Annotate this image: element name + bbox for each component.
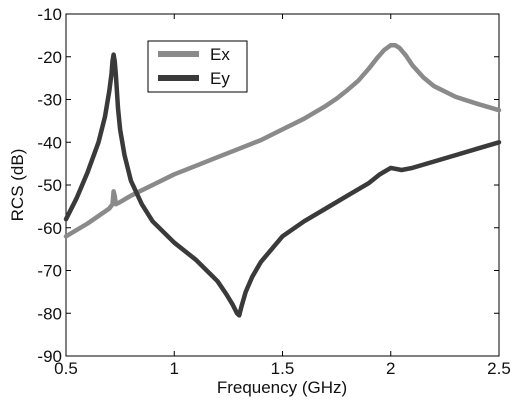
legend: Ex Ey bbox=[147, 40, 248, 93]
x-tick-label: 1.5 bbox=[271, 359, 295, 378]
y-tick-label: -50 bbox=[37, 176, 62, 195]
series-line-ex bbox=[63, 42, 502, 239]
plot-area bbox=[65, 13, 500, 357]
y-tick-labels: -90 -80 -70 -60 -50 -40 -30 -20 -10 bbox=[37, 5, 62, 366]
x-tick-label: 2 bbox=[386, 359, 395, 378]
y-tick-label: -60 bbox=[37, 219, 62, 238]
x-tick-label: 1 bbox=[170, 359, 179, 378]
y-tick-label: -20 bbox=[37, 48, 62, 67]
x-axis-title: Frequency (GHz) bbox=[217, 378, 347, 397]
y-axis-title: RCS (dB) bbox=[8, 149, 27, 222]
x-tick-label: 0.5 bbox=[54, 359, 78, 378]
axis-ticks bbox=[65, 13, 500, 357]
x-tick-label: 2.5 bbox=[487, 359, 511, 378]
x-tick-labels: 0.5 1 1.5 2 2.5 bbox=[54, 359, 511, 378]
legend-box bbox=[147, 40, 248, 93]
y-tick-label: -80 bbox=[37, 304, 62, 323]
legend-label-ex: Ex bbox=[210, 45, 230, 64]
y-tick-label: -40 bbox=[37, 133, 62, 152]
y-tick-label: -90 bbox=[37, 347, 62, 366]
y-tick-label: -70 bbox=[37, 262, 62, 281]
series-line-ey bbox=[63, 52, 502, 318]
y-tick-label: -30 bbox=[37, 91, 62, 110]
series-layer bbox=[63, 42, 502, 318]
y-tick-label: -10 bbox=[37, 5, 62, 24]
legend-label-ey: Ey bbox=[210, 69, 230, 88]
